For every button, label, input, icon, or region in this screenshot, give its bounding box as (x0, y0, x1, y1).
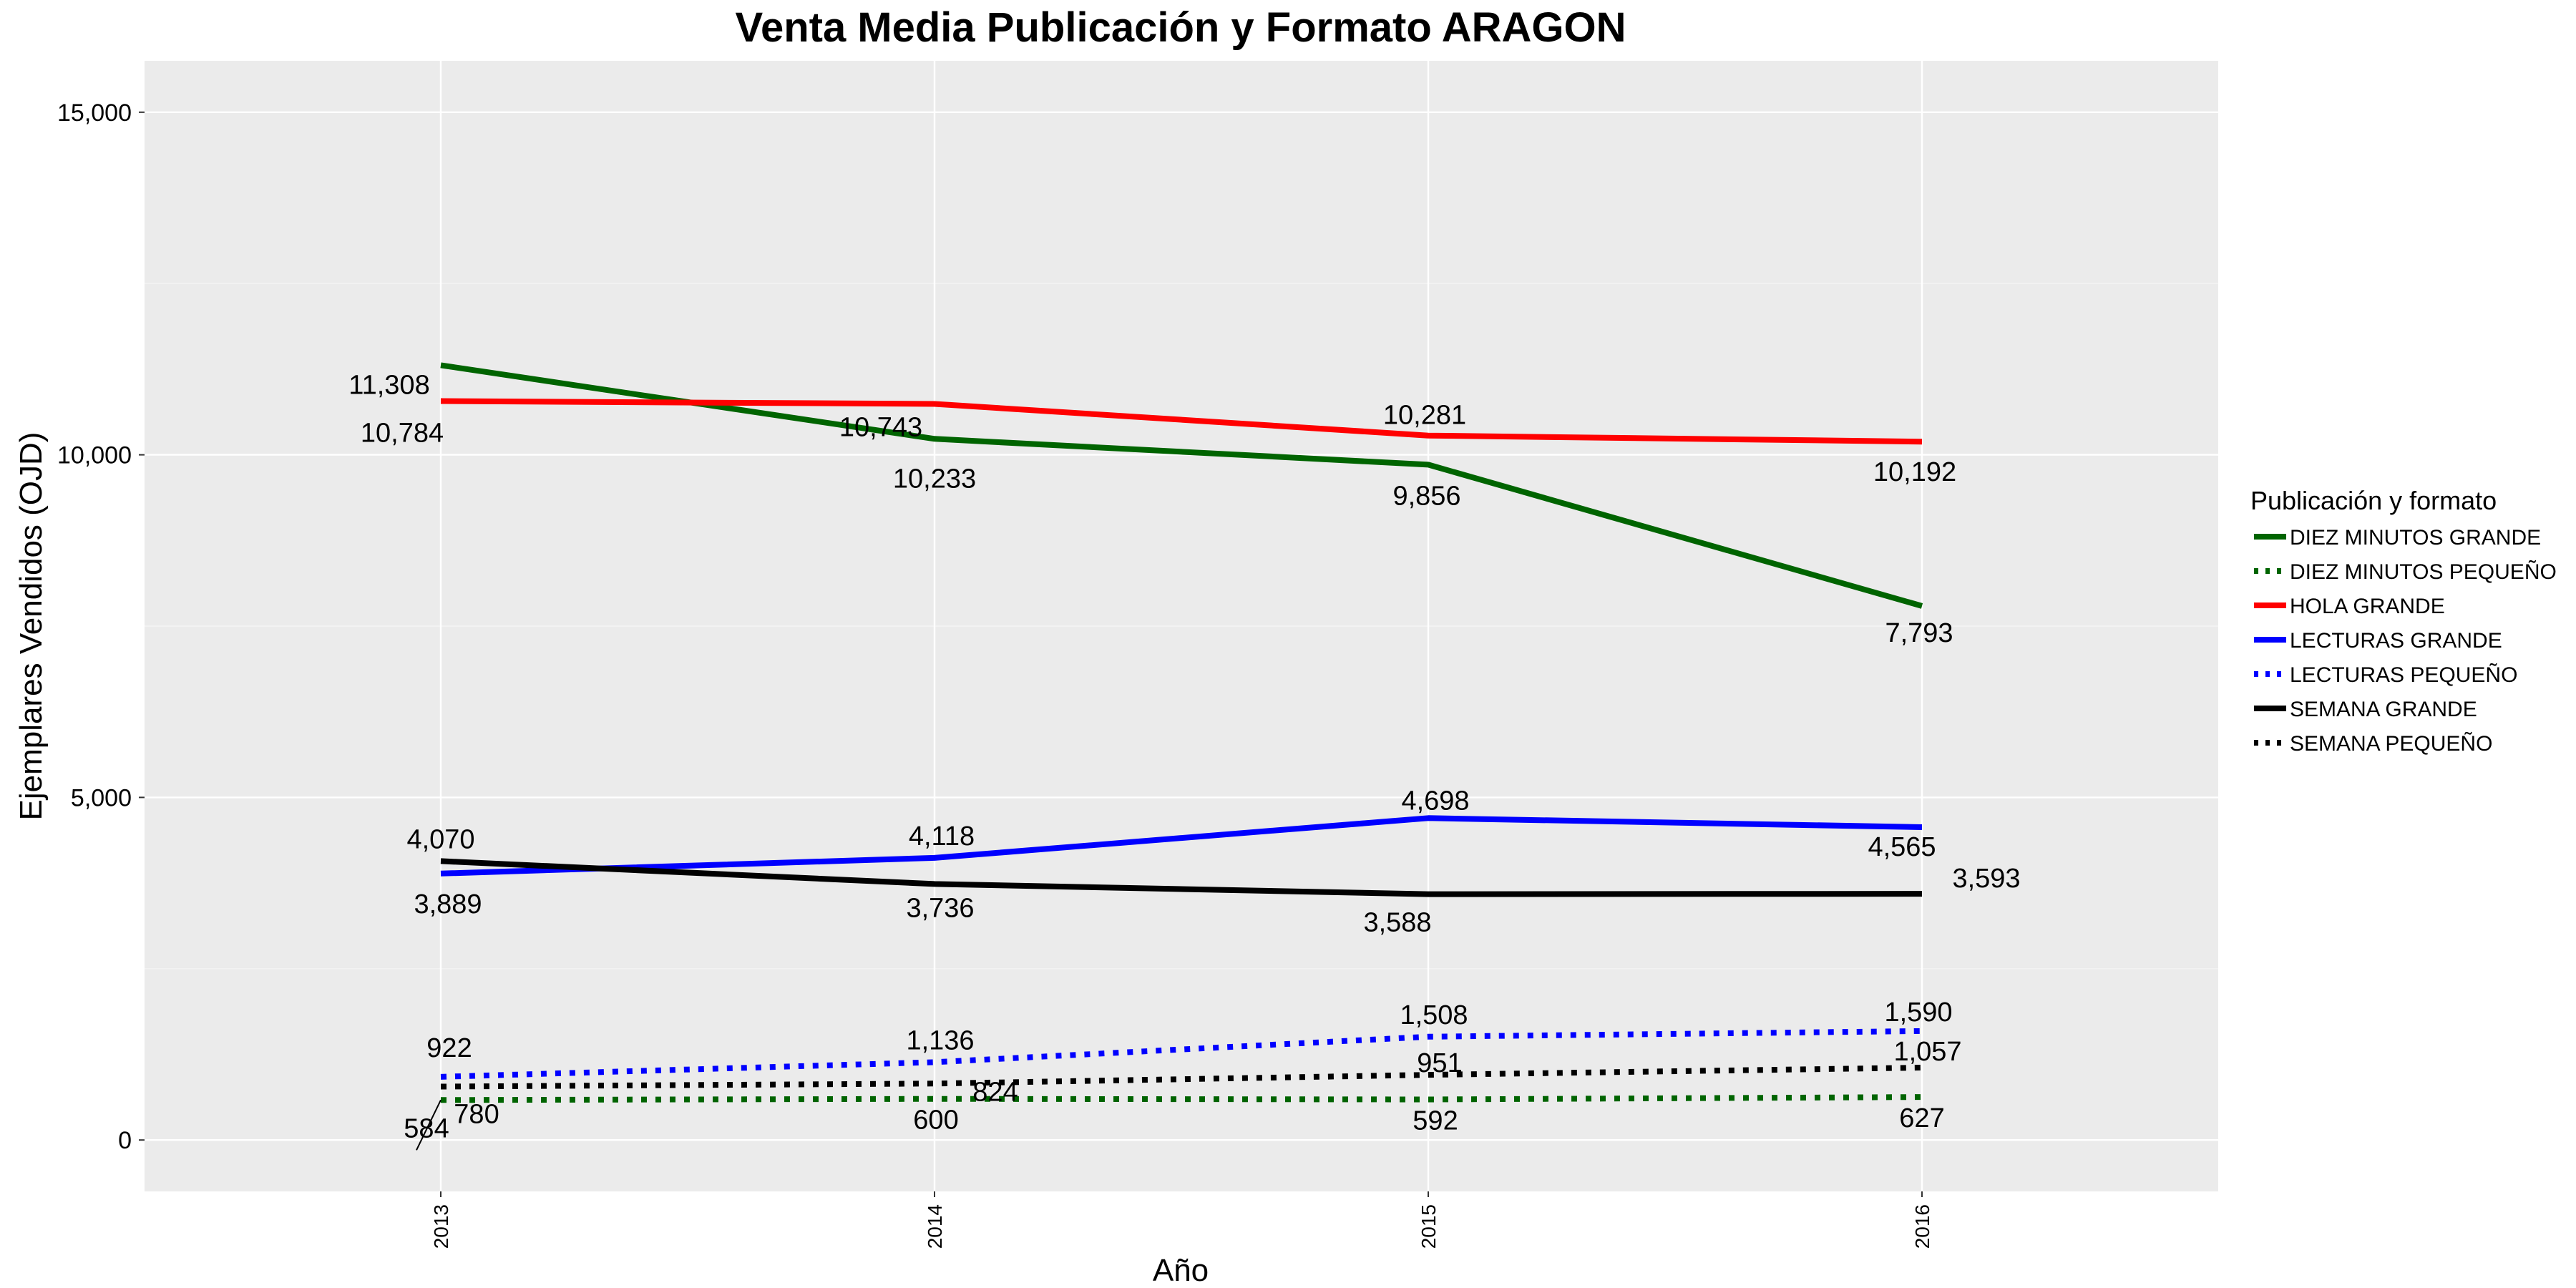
data-label: 10,192 (1873, 457, 1956, 487)
legend: Publicación y formato DIEZ MINUTOS GRAND… (2250, 486, 2557, 756)
x-tick-label: 2013 (430, 1204, 452, 1249)
data-label: 9,856 (1392, 481, 1460, 511)
series-lines (440, 362, 1923, 1103)
data-label: 3,593 (1952, 864, 2020, 894)
y-tick-label: 5,000 (71, 784, 132, 811)
legend-label: DIEZ MINUTOS GRANDE (2290, 526, 2541, 550)
data-label: 10,233 (893, 464, 976, 494)
x-tick-label: 2016 (1911, 1204, 1933, 1249)
data-labels: 11,30810,2339,8567,79358460059262710,784… (348, 370, 2021, 1151)
data-label: 592 (1413, 1106, 1458, 1136)
series-line (440, 1065, 1923, 1090)
data-label: 3,736 (906, 893, 974, 923)
y-tick-label: 10,000 (57, 442, 132, 469)
series-line (440, 1094, 1923, 1103)
data-label: 4,070 (406, 824, 474, 854)
legend-label: HOLA GRANDE (2290, 595, 2445, 618)
data-label: 11,308 (348, 370, 429, 400)
legend-label: SEMANA GRANDE (2290, 698, 2477, 721)
legend-title: Publicación y formato (2250, 486, 2497, 515)
data-label: 4,698 (1401, 786, 1469, 816)
data-label: 1,057 (1893, 1037, 1961, 1067)
data-label: 824 (972, 1077, 1018, 1107)
data-label: 1,590 (1884, 997, 1952, 1028)
y-axis: 0 5,000 10,000 15,000 (57, 99, 145, 1154)
series-line (440, 398, 1923, 445)
legend-label: LECTURAS GRANDE (2290, 629, 2502, 653)
data-label: 3,889 (414, 889, 482, 919)
label-leader-line (416, 1099, 441, 1151)
series-line (440, 815, 1923, 877)
data-label: 10,281 (1383, 401, 1466, 431)
data-label: 4,565 (1868, 832, 1936, 862)
y-tick-label: 0 (118, 1127, 132, 1154)
series-line (440, 858, 1923, 897)
series-line (440, 1028, 1923, 1080)
legend-label: LECTURAS PEQUEÑO (2290, 663, 2517, 687)
data-label: 780 (454, 1099, 499, 1129)
x-tick-label: 2014 (924, 1204, 946, 1249)
legend-label: DIEZ MINUTOS PEQUEÑO (2290, 560, 2557, 584)
data-label: 627 (1899, 1103, 1944, 1133)
y-tick-label: 15,000 (57, 99, 132, 127)
grid-lines (145, 61, 2218, 1191)
data-label: 600 (913, 1106, 958, 1136)
data-label: 1,508 (1400, 1000, 1468, 1030)
data-label: 10,743 (839, 412, 922, 442)
chart-title: Venta Media Publicación y Formato ARAGON (735, 4, 1626, 51)
x-axis-title: Año (1153, 1253, 1209, 1288)
data-label: 1,136 (906, 1025, 974, 1055)
data-label: 7,793 (1885, 618, 1953, 648)
y-axis-title: Ejemplares Vendidos (OJD) (14, 432, 49, 821)
data-label: 3,588 (1363, 908, 1431, 938)
x-axis: 2013 2014 2015 2016 (430, 1191, 1933, 1249)
data-label: 4,118 (909, 821, 975, 852)
data-label: 922 (426, 1033, 472, 1063)
data-label: 951 (1417, 1048, 1462, 1078)
legend-label: SEMANA PEQUEÑO (2290, 731, 2492, 756)
data-label: 10,784 (361, 419, 444, 449)
x-tick-label: 2015 (1418, 1204, 1440, 1249)
